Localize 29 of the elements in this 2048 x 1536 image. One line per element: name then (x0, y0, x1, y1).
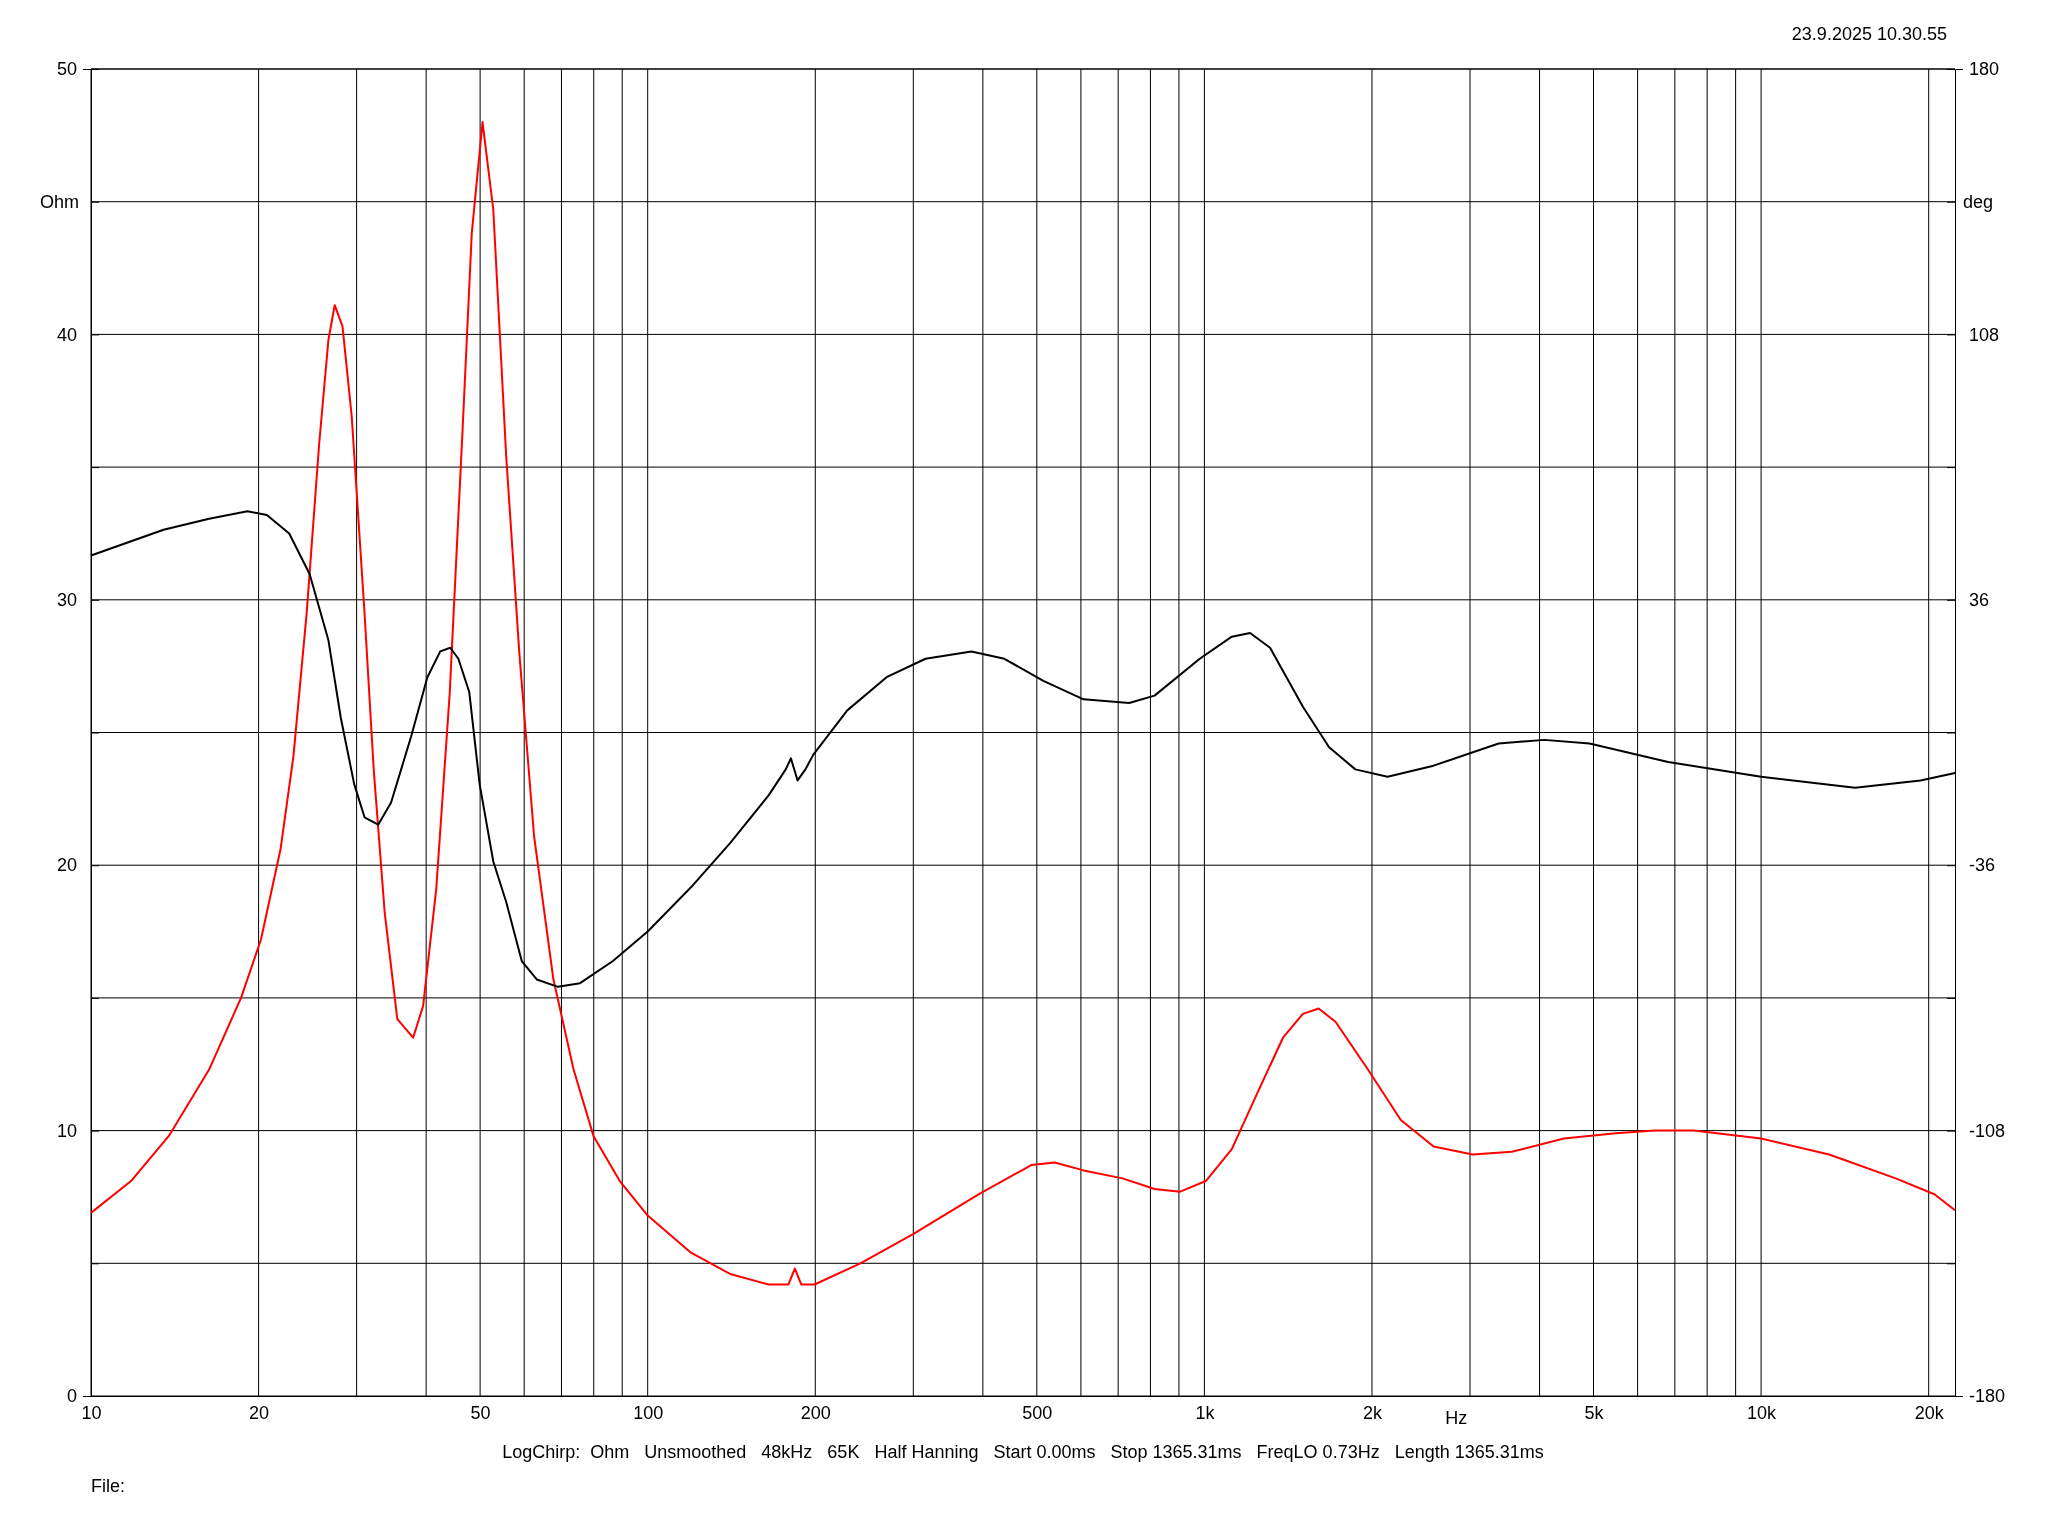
y2-tick-label: -180 (1969, 1386, 2006, 1407)
x-tick-label: 1k (1195, 1402, 1216, 1423)
x-tick-label: 20k (1914, 1402, 1945, 1423)
y2-tick-label: 36 (1969, 590, 1990, 611)
x-axis-title: Hz (1445, 1408, 1468, 1428)
y2-tick-label: -36 (1969, 855, 1996, 876)
y-axis-title: Ohm (39, 191, 79, 212)
text: File: (91, 1476, 126, 1496)
y2-axis-title: deg (1963, 191, 1994, 212)
x-tick-label: 100 (633, 1402, 664, 1423)
y-tick-label: 20 (56, 855, 77, 876)
y-tick-label: 30 (56, 590, 77, 611)
text: 23.9.2025 10.30.55 (1791, 24, 1947, 44)
x-tick-label: 10k (1747, 1402, 1778, 1423)
y-tick-label: 10 (56, 1120, 77, 1141)
x-tick-label: 10 (81, 1402, 102, 1423)
y-tick-label: 0 (66, 1386, 77, 1407)
x-tick-label: 5k (1584, 1402, 1605, 1423)
x-tick-label: 200 (800, 1402, 831, 1423)
x-tick-label: 500 (1022, 1402, 1053, 1423)
x-tick-label: 50 (470, 1402, 491, 1423)
y2-tick-label: 180 (1969, 59, 2000, 80)
y2-tick-label: -108 (1969, 1120, 2006, 1141)
x-tick-label: 20 (249, 1402, 270, 1423)
y2-tick-label: 108 (1969, 324, 2000, 345)
text: LogChirp: Ohm Unsmoothed 48kHz 65K Half Hanning Start 0.00ms Stop 1365.31ms FreqLO 0.73Hz Length 1365.31ms (502, 1442, 1544, 1462)
y-tick-label: 50 (56, 59, 77, 80)
y-tick-label: 40 (56, 324, 77, 345)
x-tick-label: 2k (1362, 1402, 1383, 1423)
